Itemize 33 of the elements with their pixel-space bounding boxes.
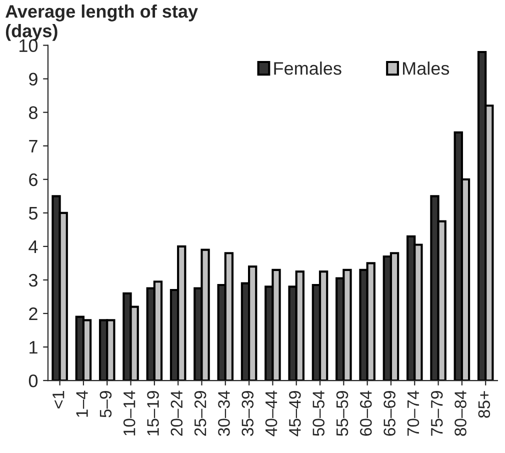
x-tick-label: 75–79	[430, 391, 443, 436]
y-tick-label: 3	[28, 274, 38, 287]
legend-label: Males	[403, 62, 450, 75]
x-tick-label: 25–29	[194, 391, 206, 436]
y-tick-label: 0	[28, 374, 38, 388]
x-tick-label: 70–74	[407, 390, 420, 436]
x-tick-label: 10–14	[123, 390, 136, 436]
x-tick-label: 45–49	[289, 391, 301, 436]
y-tick-label: 10	[20, 39, 38, 52]
y-tick-label: 5	[28, 207, 38, 220]
x-tick-label: 1–4	[76, 390, 88, 417]
y-axis-title: Average length of stay (days)	[6, 4, 198, 41]
legend-label: Females	[274, 62, 342, 75]
x-tick-label: 35–39	[242, 391, 254, 436]
x-tick-label: 5–9	[100, 391, 112, 418]
x-tick-label: 40–44	[265, 390, 278, 436]
x-tick-label: 15–19	[147, 391, 159, 436]
y-tick-label: 1	[30, 341, 38, 354]
y-tick-label: 7	[29, 140, 38, 152]
y-tick-label: 8	[28, 106, 38, 120]
x-tick-label: <1	[52, 391, 64, 408]
y-tick-label: 4	[28, 240, 38, 253]
x-tick-label: 30–34	[218, 390, 230, 436]
x-tick-label: 85+	[478, 391, 490, 418]
y-tick-label: 6	[29, 173, 38, 186]
y-tick-label: 9	[29, 72, 38, 86]
x-tick-label: 20–24	[170, 390, 183, 436]
y-tick-label: 2	[29, 307, 38, 320]
x-tick-label: 65–69	[384, 391, 396, 436]
x-tick-label: 60–64	[360, 390, 372, 436]
x-tick-label: 50–54	[312, 390, 324, 436]
x-tick-label: 55–59	[336, 391, 348, 436]
x-tick-label: 80–84	[454, 390, 466, 436]
